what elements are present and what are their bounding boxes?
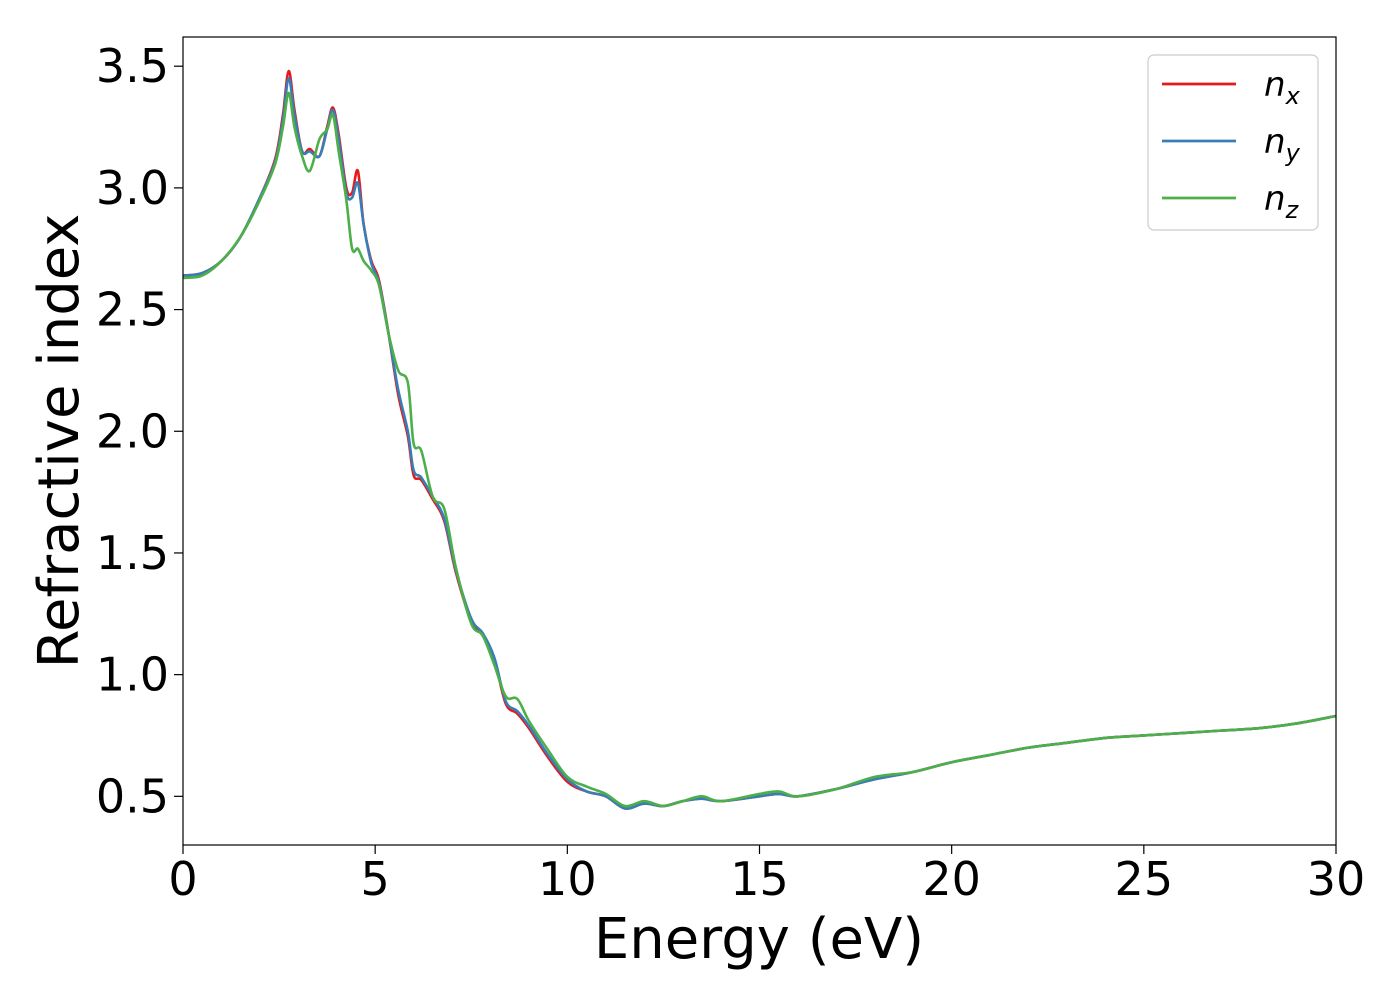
x-tick-label: 5 bbox=[361, 852, 390, 906]
x-tick-label: 10 bbox=[538, 852, 597, 906]
legend-box bbox=[1147, 54, 1319, 231]
y-tick-label: 2.5 bbox=[96, 283, 169, 337]
y-tick-label: 1.5 bbox=[96, 526, 169, 580]
y-tick-label: 1.0 bbox=[96, 648, 169, 702]
series-line-z bbox=[182, 91, 1337, 808]
x-tick-label: 25 bbox=[1115, 852, 1174, 906]
y-tick-label: 3.0 bbox=[96, 161, 169, 215]
series-lines bbox=[182, 69, 1337, 810]
x-tick-label: 30 bbox=[1307, 852, 1366, 906]
x-axis-ticks: 0 5 10 15 20 25 30 bbox=[168, 845, 1365, 906]
y-tick-label: 2.0 bbox=[96, 404, 169, 458]
x-tick-label: 15 bbox=[730, 852, 789, 906]
y-axis-ticks: 0.5 1.0 1.5 2.0 2.5 3.0 3.5 bbox=[96, 39, 183, 823]
y-axis-label: Refractive index bbox=[27, 214, 92, 669]
y-tick-label: 3.5 bbox=[96, 39, 169, 93]
x-tick-label: 0 bbox=[168, 852, 197, 906]
x-tick-label: 20 bbox=[922, 852, 981, 906]
x-axis-label: Energy (eV) bbox=[594, 907, 924, 972]
y-tick-label: 0.5 bbox=[96, 769, 169, 823]
